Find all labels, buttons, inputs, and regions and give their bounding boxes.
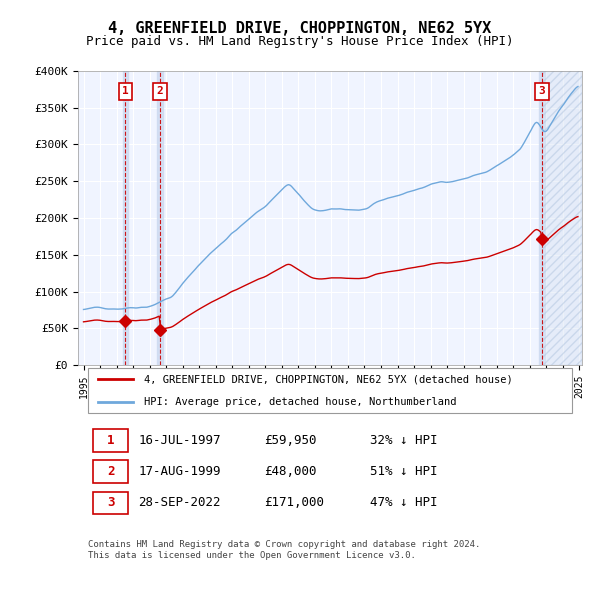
- Text: 16-JUL-1997: 16-JUL-1997: [139, 434, 221, 447]
- Text: 28-SEP-2022: 28-SEP-2022: [139, 496, 221, 509]
- Text: 4, GREENFIELD DRIVE, CHOPPINGTON, NE62 5YX: 4, GREENFIELD DRIVE, CHOPPINGTON, NE62 5…: [109, 21, 491, 35]
- FancyBboxPatch shape: [93, 491, 128, 514]
- Text: £59,950: £59,950: [265, 434, 317, 447]
- Bar: [157, 71, 163, 365]
- Text: 32% ↓ HPI: 32% ↓ HPI: [370, 434, 438, 447]
- Text: 2: 2: [107, 465, 115, 478]
- Text: Contains HM Land Registry data © Crown copyright and database right 2024.
This d: Contains HM Land Registry data © Crown c…: [88, 540, 481, 559]
- FancyBboxPatch shape: [93, 430, 128, 451]
- Text: 1: 1: [107, 434, 115, 447]
- Text: 2: 2: [157, 86, 163, 96]
- Text: 3: 3: [539, 86, 545, 96]
- Bar: [539, 71, 545, 365]
- FancyBboxPatch shape: [88, 368, 572, 413]
- Text: 4, GREENFIELD DRIVE, CHOPPINGTON, NE62 5YX (detached house): 4, GREENFIELD DRIVE, CHOPPINGTON, NE62 5…: [143, 374, 512, 384]
- Text: Price paid vs. HM Land Registry's House Price Index (HPI): Price paid vs. HM Land Registry's House …: [86, 35, 514, 48]
- Text: HPI: Average price, detached house, Northumberland: HPI: Average price, detached house, Nort…: [143, 396, 456, 407]
- Text: 47% ↓ HPI: 47% ↓ HPI: [370, 496, 438, 509]
- FancyBboxPatch shape: [93, 460, 128, 483]
- Text: 3: 3: [107, 496, 115, 509]
- Text: £171,000: £171,000: [265, 496, 325, 509]
- Bar: [123, 71, 128, 365]
- Text: £48,000: £48,000: [265, 465, 317, 478]
- Text: 51% ↓ HPI: 51% ↓ HPI: [370, 465, 438, 478]
- Text: 17-AUG-1999: 17-AUG-1999: [139, 465, 221, 478]
- Text: 1: 1: [122, 86, 129, 96]
- Bar: [542, 71, 582, 365]
